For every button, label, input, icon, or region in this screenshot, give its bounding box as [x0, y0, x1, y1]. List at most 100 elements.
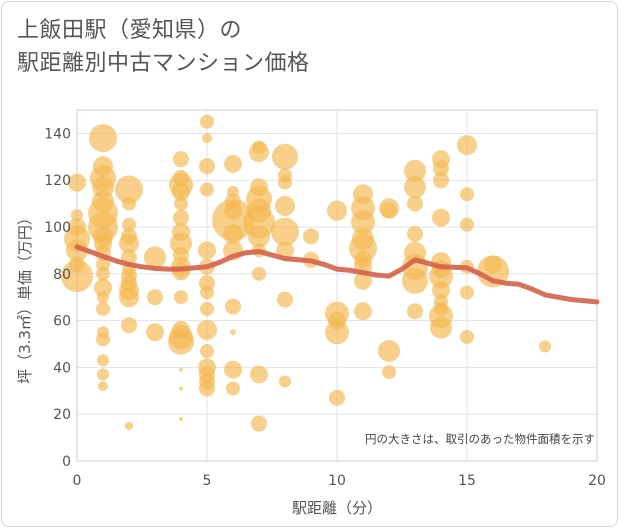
- bubble-point: [539, 340, 551, 353]
- y-tick-label: 140: [44, 126, 71, 142]
- bubble-point: [98, 381, 108, 392]
- bubble-point: [197, 319, 217, 340]
- bubble-point: [202, 133, 212, 144]
- bubble-point: [354, 302, 372, 321]
- y-tick-label: 60: [53, 314, 71, 330]
- bubble-point: [272, 143, 298, 170]
- bubble-point: [212, 198, 254, 241]
- bubble-point: [172, 182, 190, 201]
- bubble-point: [407, 195, 423, 212]
- bubble-point: [230, 329, 236, 336]
- bubble-point: [381, 202, 397, 219]
- bubble-point: [433, 172, 449, 189]
- page-title: 上飯田駅（愛知県）の 駅距離別中古マンション価格: [17, 14, 310, 80]
- x-tick-label: 15: [458, 473, 476, 489]
- title-line-1: 上飯田駅（愛知県）の: [17, 18, 243, 43]
- bubble-point: [147, 289, 163, 306]
- bubble-point: [96, 301, 110, 316]
- x-tick-label: 10: [328, 473, 346, 489]
- bubble-point: [404, 176, 426, 199]
- bubble-point: [96, 266, 110, 281]
- bubble-point: [277, 291, 293, 308]
- bubble-point: [94, 278, 112, 297]
- bubble-point: [61, 260, 93, 293]
- bubble-point: [225, 298, 241, 315]
- bubble-point: [327, 200, 347, 221]
- bubble-point: [96, 332, 110, 347]
- bubble-point: [97, 291, 109, 304]
- bubble-point: [252, 266, 266, 281]
- bubble-point: [170, 232, 192, 255]
- bubble-point: [121, 317, 137, 334]
- bubble-point: [303, 228, 319, 245]
- x-tick-label: 5: [203, 473, 212, 489]
- bubble-point: [275, 195, 295, 216]
- bubble-size-note: 円の大きさは、取引のあった物件面積を示す: [365, 432, 595, 446]
- bubble-point: [429, 264, 453, 289]
- bubble-point: [460, 217, 474, 232]
- bubble-point: [457, 135, 477, 156]
- bubble-point: [179, 386, 183, 391]
- bubble-point: [460, 187, 474, 202]
- y-tick-label: 0: [62, 454, 71, 470]
- bubble-point: [174, 196, 188, 211]
- y-tick-label: 120: [44, 173, 71, 189]
- bubble-point: [119, 233, 139, 254]
- y-tick-label: 20: [53, 407, 71, 423]
- bubble-point: [351, 210, 375, 235]
- bubble-point: [250, 365, 268, 384]
- trend-line: [74, 244, 600, 305]
- bubble-point: [200, 285, 214, 300]
- bubble-point: [71, 209, 83, 222]
- bubble-point: [224, 154, 242, 173]
- bubble-point: [174, 290, 188, 305]
- bubble-point: [119, 287, 139, 308]
- bubble-point: [433, 160, 449, 177]
- bubble-point: [97, 368, 109, 381]
- bubble-point: [200, 182, 214, 197]
- bubble-point: [271, 217, 299, 246]
- bubble-point: [477, 255, 509, 288]
- bubble-point: [460, 285, 474, 300]
- bubble-point: [168, 328, 194, 355]
- bubble-point: [249, 142, 269, 163]
- bubble-point: [122, 217, 136, 232]
- bubble-point: [407, 226, 423, 243]
- bubble-point: [144, 246, 166, 269]
- x-tick-label: 0: [73, 473, 82, 489]
- bubble-point: [89, 124, 117, 153]
- bubble-point: [199, 158, 215, 175]
- bubble-point: [198, 241, 216, 260]
- bubble-point: [115, 175, 143, 204]
- bubble-point: [97, 354, 109, 367]
- bubbles-layer: [61, 114, 551, 432]
- bubble-point: [199, 380, 215, 397]
- bubble-point: [173, 151, 189, 168]
- bubble-point: [460, 329, 474, 344]
- bubble-point: [378, 340, 400, 363]
- bubble-point: [248, 225, 270, 248]
- y-tick-label: 80: [53, 267, 71, 283]
- y-axis-label: 坪（3.3㎡）単価（万円）: [16, 210, 34, 384]
- bubble-point: [407, 303, 423, 320]
- bubble-point: [200, 344, 214, 359]
- bubble-point: [200, 301, 214, 316]
- bubble-point: [122, 196, 136, 211]
- bubble-point: [200, 114, 214, 129]
- y-tick-labels: 0 20 40 60 80 100 120 140: [44, 126, 71, 470]
- bubble-point: [223, 224, 243, 245]
- y-tick-label: 100: [44, 220, 71, 236]
- bubble-point: [278, 175, 292, 190]
- x-tick-label: 20: [588, 473, 606, 489]
- bubble-point: [430, 316, 452, 339]
- title-line-2: 駅距離別中古マンション価格: [17, 51, 310, 76]
- bubble-point: [402, 267, 428, 294]
- bubble-point: [325, 320, 349, 345]
- bubble-point: [382, 365, 396, 380]
- bubble-point: [354, 271, 372, 290]
- bubble-point: [329, 389, 345, 406]
- y-tick-label: 40: [53, 360, 71, 376]
- bubble-point: [179, 367, 183, 372]
- bubble-point: [224, 360, 242, 379]
